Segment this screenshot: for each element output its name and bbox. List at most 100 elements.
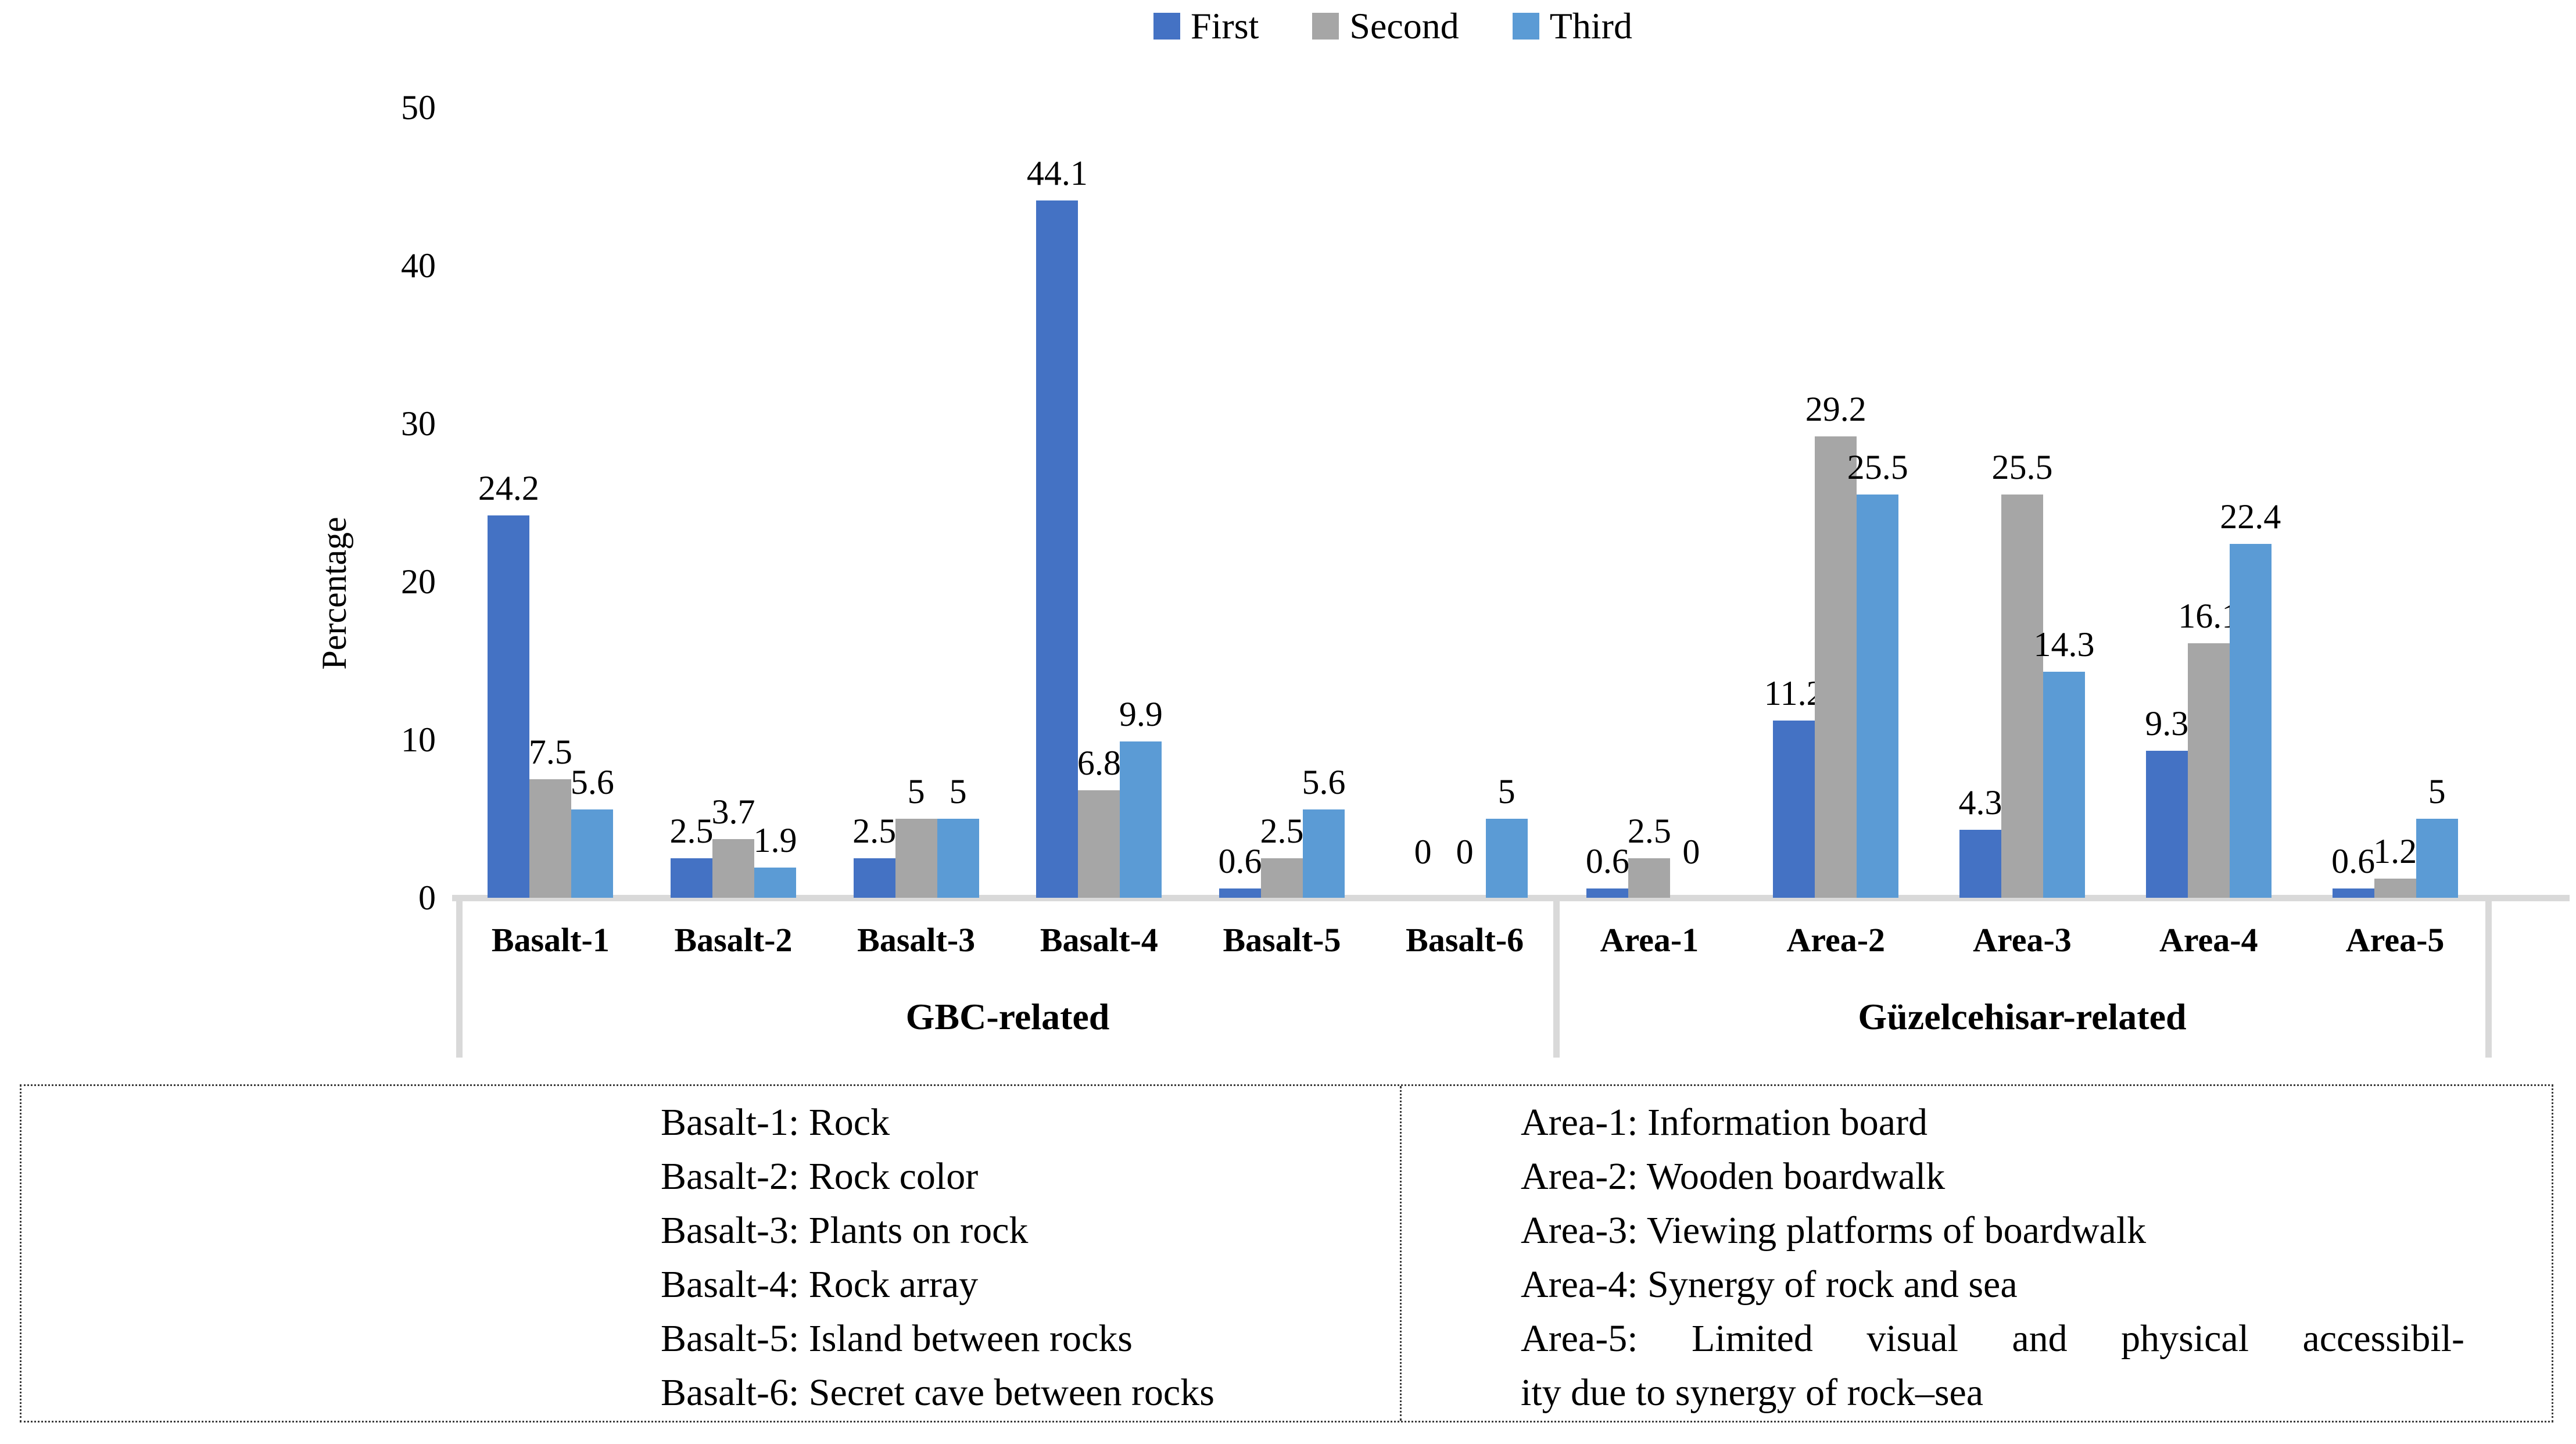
chart-legend: First Second Third	[1153, 5, 1632, 48]
footnote-divider	[1400, 1086, 1402, 1421]
bar-third	[754, 868, 796, 898]
bar-value-label: 0	[1682, 833, 1700, 871]
category-label: Area-2	[1786, 921, 1886, 959]
bar-first	[488, 515, 530, 898]
footnote-line: Area-5: Limited visual and physical acce…	[1521, 1317, 2464, 1360]
legend-swatch-icon	[1153, 13, 1180, 40]
bar-second	[2187, 643, 2230, 898]
bar-value-label: 2.5	[669, 812, 714, 850]
bar-second	[1078, 790, 1120, 898]
bar-third	[2416, 819, 2458, 898]
bar-value-label: 22.4	[2220, 497, 2281, 536]
legend-label: First	[1191, 5, 1259, 46]
bar-second	[1628, 858, 1671, 898]
footnote-right-cell: Area-1: Information board Area-2: Wooden …	[1402, 1086, 2552, 1421]
bar-value-label: 5	[949, 772, 967, 811]
footnote-line: Basalt-5: Island between rocks	[661, 1317, 1133, 1360]
footnote-table: Basalt-1: Rock Basalt-2: Rock color Basalt…	[20, 1084, 2553, 1422]
bar-value-label: 5.6	[1302, 762, 1346, 801]
bar-second	[2374, 879, 2416, 898]
bar-value-label: 4.3	[1958, 783, 2002, 822]
footnote-line: Area-2: Wooden boardwalk	[1521, 1155, 1946, 1198]
bar-first	[1586, 888, 1629, 898]
bar-value-label: 9.9	[1119, 694, 1163, 733]
bar-third	[2229, 543, 2272, 898]
group-label: GBC-related	[905, 996, 1110, 1037]
bar-value-label: 25.5	[1847, 448, 1908, 487]
footnote-line: Area-3: Viewing platforms of boardwalk	[1521, 1209, 2147, 1252]
bar-third	[1303, 809, 1345, 898]
bar-value-label: 5	[907, 772, 925, 811]
bar-value-label: 3.7	[711, 793, 755, 832]
y-tick-label: 20	[401, 562, 436, 601]
bar-third	[1857, 495, 1899, 898]
bar-value-label: 5.6	[570, 762, 614, 801]
bar-third	[2043, 672, 2085, 898]
bar-value-label: 0.6	[1218, 841, 1262, 880]
footnote-line: Area-1: Information board	[1521, 1101, 1928, 1144]
bar-value-label: 0.6	[1585, 841, 1629, 880]
bar-value-label: 24.2	[478, 468, 539, 507]
legend-item: Second	[1312, 5, 1459, 48]
bar-value-label: 9.3	[2145, 704, 2189, 743]
y-tick-label: 40	[401, 246, 436, 285]
bar-third	[937, 819, 979, 898]
group-label: Güzelcehisar-related	[1858, 996, 2187, 1037]
bar-first	[671, 858, 712, 898]
bar-value-label: 6.8	[1077, 744, 1121, 783]
footnote-line: ity due to synergy of rock–sea	[1521, 1371, 1984, 1414]
bar-value-label: 0	[1456, 833, 1474, 871]
category-label: Area-5	[2345, 921, 2445, 959]
y-tick-label: 0	[418, 879, 436, 917]
bar-first	[2145, 751, 2188, 898]
footnote-line: Basalt-2: Rock color	[661, 1155, 979, 1198]
bar-value-label: 14.3	[2033, 625, 2095, 664]
bar-value-label: 5	[2428, 772, 2446, 811]
bar-value-label: 2.5	[1260, 812, 1304, 850]
bar-second	[1261, 858, 1303, 898]
bar-third	[1120, 741, 1162, 898]
bar-first	[1959, 830, 2001, 898]
bar-second	[895, 819, 937, 898]
bar-value-label: 2.5	[1627, 812, 1671, 850]
footnote-line: Basalt-3: Plants on rock	[661, 1209, 1029, 1252]
y-tick-label: 10	[401, 721, 436, 759]
bar-second	[712, 839, 754, 898]
bar-value-label: 1.2	[2373, 832, 2417, 871]
category-label: Basalt-4	[1040, 921, 1158, 959]
y-tick-label: 30	[401, 404, 436, 443]
legend-item: First	[1153, 5, 1259, 48]
bar-value-label: 2.5	[852, 812, 897, 850]
category-label: Basalt-6	[1406, 921, 1524, 959]
footnote-line: Basalt-4: Rock array	[661, 1263, 979, 1306]
bar-value-label: 29.2	[1805, 389, 1866, 428]
bar-value-label: 0.6	[2331, 841, 2376, 880]
category-band-border	[2485, 901, 2492, 1058]
bar-value-label: 25.5	[1991, 448, 2053, 487]
category-label: Area-1	[1600, 921, 1699, 959]
footnote-line: Area-4: Synergy of rock and sea	[1521, 1263, 2018, 1306]
bar-second	[529, 779, 572, 898]
legend-swatch-icon	[1312, 13, 1339, 40]
bar-second	[1815, 436, 1857, 898]
bar-second	[2001, 495, 2043, 898]
footnote-left-cell: Basalt-1: Rock Basalt-2: Rock color Basalt…	[22, 1086, 1400, 1421]
bar-value-label: 1.9	[753, 821, 797, 860]
bar-value-label: 44.1	[1026, 154, 1088, 193]
bar-value-label: 0	[1414, 833, 1432, 871]
bar-first	[2332, 888, 2374, 898]
bar-third	[1485, 819, 1528, 898]
bar-first	[853, 858, 895, 898]
group-divider-line	[1553, 901, 1560, 1058]
category-label: Basalt-5	[1223, 921, 1341, 959]
y-tick-label: 50	[401, 88, 436, 127]
legend-label: Third	[1549, 5, 1632, 46]
category-label: Basalt-2	[674, 921, 793, 959]
bar-value-label: 11.2	[1764, 674, 1824, 713]
category-label: Basalt-1	[491, 921, 610, 959]
category-label: Area-3	[1973, 921, 2072, 959]
bar-first	[1036, 200, 1079, 898]
category-band-border	[456, 901, 463, 1058]
legend-swatch-icon	[1512, 13, 1539, 40]
